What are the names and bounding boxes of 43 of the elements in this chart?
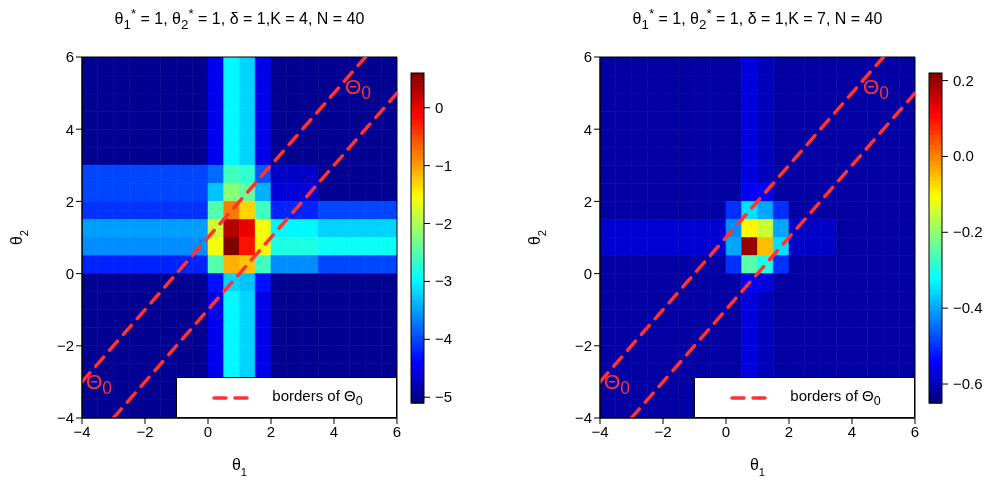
x-axis-title: θ$_{1}$ bbox=[749, 456, 766, 478]
x-tick-label: 2 bbox=[784, 422, 794, 440]
y-tick-label: 4 bbox=[583, 120, 592, 138]
y-tick-label: 6 bbox=[583, 48, 592, 66]
y-tick-label: 0 bbox=[65, 264, 74, 282]
y-tick-label: −2 bbox=[56, 337, 74, 355]
color-bar-label: −3 bbox=[435, 272, 453, 290]
x-tick-label: 0 bbox=[721, 422, 731, 440]
y-tick-label: −4 bbox=[574, 409, 592, 427]
legend-label: borders of Θ$_{0}$ bbox=[790, 387, 881, 408]
legend-label: borders of Θ$_{0}$ bbox=[272, 387, 363, 408]
y-tick-label: 2 bbox=[583, 192, 592, 210]
y-tick-label: −2 bbox=[574, 337, 592, 355]
x-tick-label: 6 bbox=[392, 422, 402, 440]
y-tick-label: 2 bbox=[65, 192, 74, 210]
y-tick-label: −4 bbox=[56, 409, 74, 427]
y-tick-label: 6 bbox=[65, 48, 74, 66]
x-axis-title: θ$_{1}$ bbox=[231, 456, 248, 478]
color-bar-label: −1 bbox=[435, 156, 453, 174]
color-bar-label: −4 bbox=[435, 330, 453, 348]
color-bar-label: −2 bbox=[435, 214, 453, 232]
x-tick-label: −2 bbox=[136, 422, 154, 440]
y-tick-label: 4 bbox=[65, 120, 74, 138]
x-tick-label: 2 bbox=[266, 422, 276, 440]
annotation: Θ$_{0}$ bbox=[863, 75, 890, 105]
chart-title: θ$_{1}$$^{*}$ = 1, θ$_{2}$$^{*}$ = 1, δ = 1,K = 7, N = 40 bbox=[631, 6, 884, 32]
color-bar-label: −0.2 bbox=[953, 223, 983, 241]
x-tick-label: −2 bbox=[654, 422, 672, 440]
color-bar-label: −0.6 bbox=[953, 375, 983, 393]
color-bar-label: 0 bbox=[435, 98, 444, 116]
color-bar-label: 0.2 bbox=[953, 71, 974, 89]
color-bar-label: −5 bbox=[435, 388, 453, 406]
chart-title: θ$_{1}$$^{*}$ = 1, θ$_{2}$$^{*}$ = 1, δ = 1,K = 4, N = 40 bbox=[113, 6, 366, 32]
x-tick-label: 6 bbox=[910, 422, 920, 440]
color-bar-label: 0.0 bbox=[953, 147, 974, 165]
annotation: Θ$_{0}$ bbox=[86, 370, 113, 400]
color-bar-label: −0.4 bbox=[953, 299, 983, 317]
annotation: Θ$_{0}$ bbox=[604, 370, 631, 400]
y-tick-label: 0 bbox=[583, 264, 592, 282]
x-tick-label: 4 bbox=[329, 422, 339, 440]
annotation: Θ$_{0}$ bbox=[345, 75, 372, 105]
x-tick-label: 4 bbox=[847, 422, 857, 440]
x-tick-label: 0 bbox=[203, 422, 213, 440]
